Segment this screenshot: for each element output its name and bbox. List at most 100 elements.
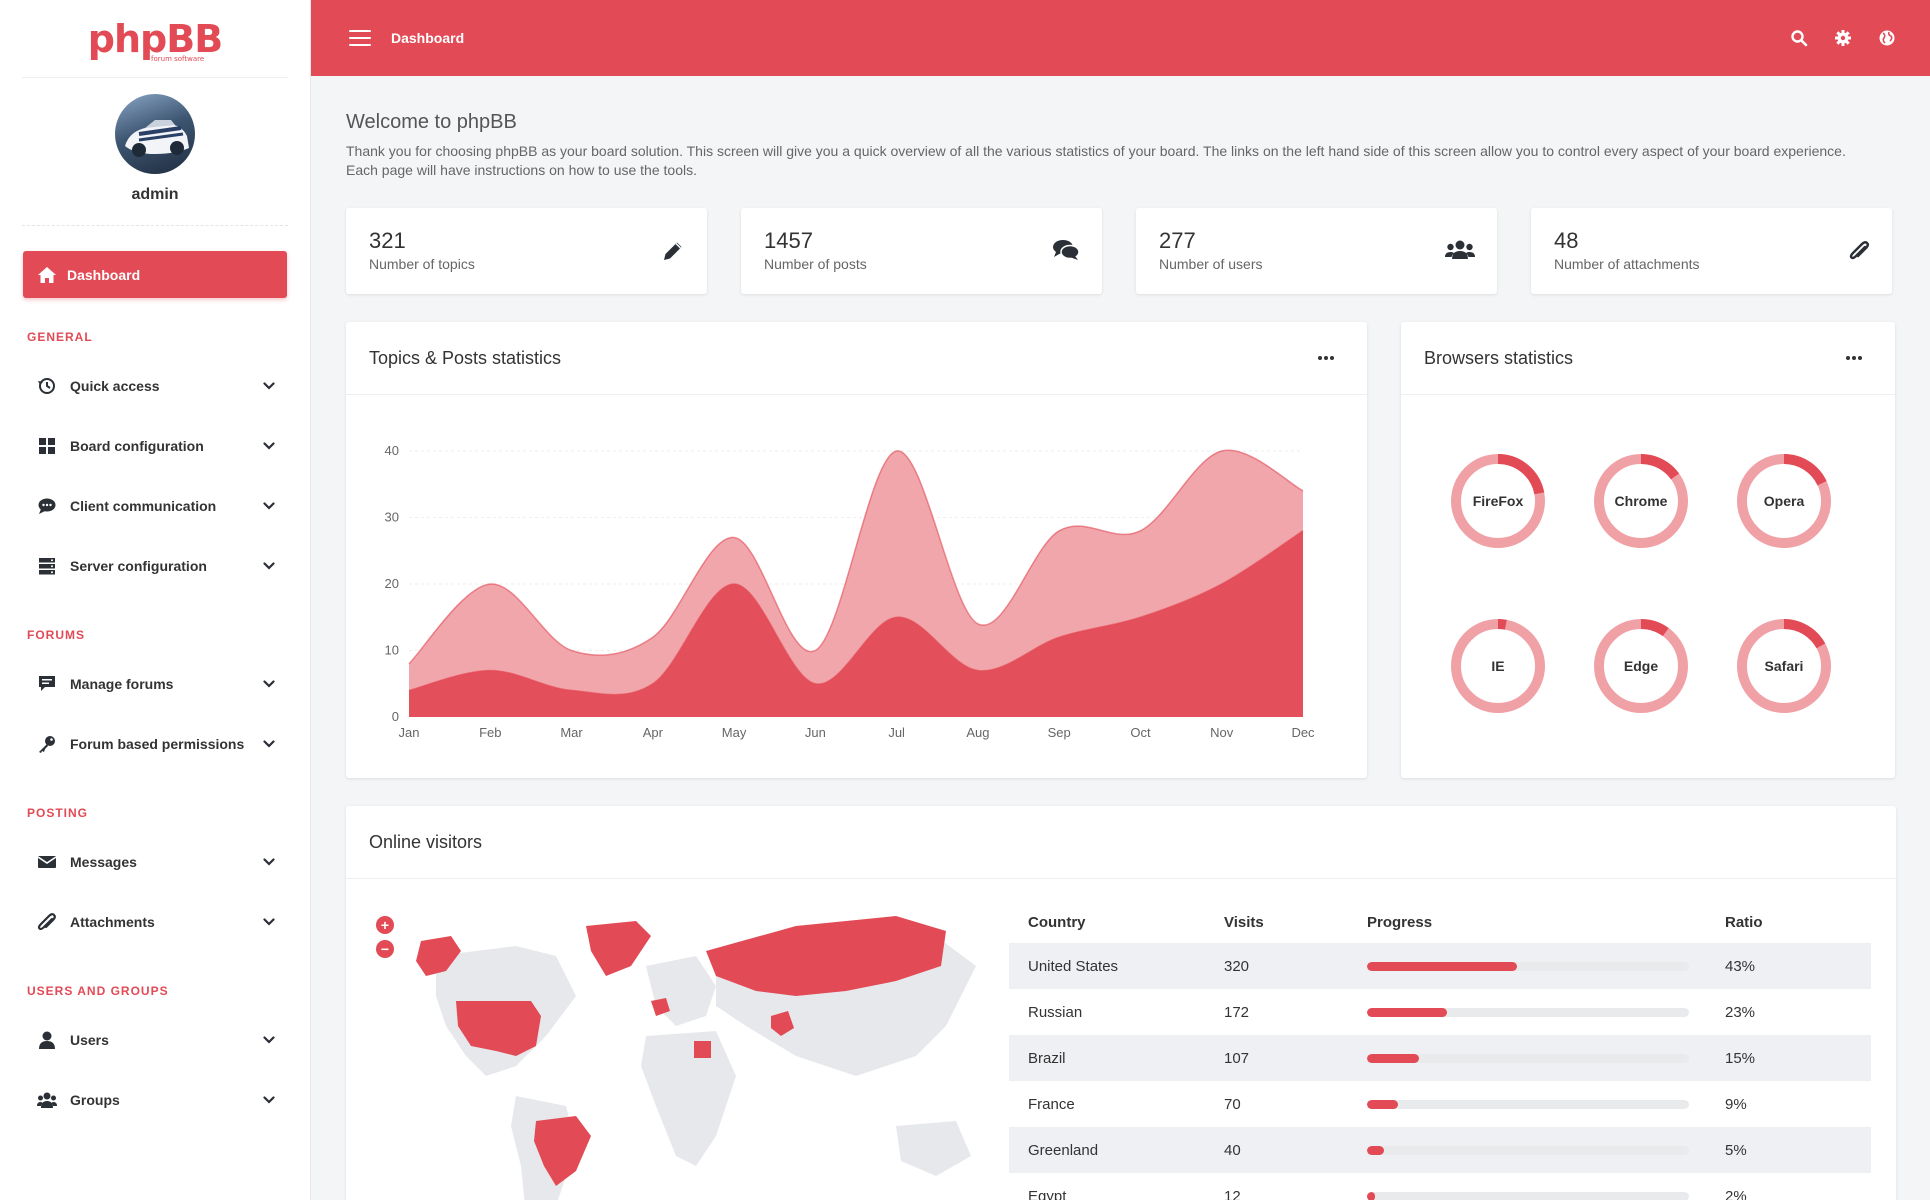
sidebar-item-users[interactable]: Users: [23, 1010, 287, 1070]
country-cell: Brazil: [1028, 1049, 1066, 1067]
world-map-svg: [416, 916, 976, 1200]
zoom-in-button[interactable]: +: [376, 916, 394, 934]
stat-label: Number of attachments: [1554, 256, 1700, 272]
search-icon[interactable]: [1790, 29, 1808, 47]
topbar: Dashboard: [311, 0, 1930, 76]
profile: admin: [22, 78, 288, 226]
country-cell: United States: [1028, 957, 1119, 975]
progress-bar: [1367, 961, 1689, 971]
more-options-icon[interactable]: [1846, 356, 1862, 360]
sidebar-item-dashboard[interactable]: Dashboard: [23, 251, 287, 298]
stat-card-posts[interactable]: 1457 Number of posts: [741, 208, 1102, 294]
table-row[interactable]: Brazil 107 15%: [1009, 1035, 1871, 1081]
sidebar-item-label: Quick access: [70, 378, 160, 394]
sidebar-item-messages[interactable]: Messages: [23, 832, 287, 892]
progress-bar-fill: [1367, 1007, 1447, 1017]
chevron-down-icon: [263, 740, 275, 748]
browser-donut-edge[interactable]: Edge: [1591, 616, 1691, 716]
menu-toggle-icon[interactable]: [349, 30, 371, 46]
nav-section-title: FORUMS: [27, 628, 85, 642]
column-header[interactable]: Country: [1028, 913, 1086, 931]
stat-card-users[interactable]: 277 Number of users: [1136, 208, 1497, 294]
x-tick-label: Dec: [1291, 725, 1315, 740]
donut-chart: [1451, 454, 1545, 548]
table-body: United States 320 43% Russian 172 23% Brazil 10…: [1009, 943, 1871, 1200]
progress-cell: [1367, 1145, 1725, 1155]
sidebar-item-client-communication[interactable]: Client communication: [23, 476, 287, 536]
logo-text: phpBB forum software: [87, 16, 223, 63]
pencil-icon: [664, 242, 682, 260]
progress-cell: [1367, 1191, 1725, 1200]
donut-chart: [1594, 454, 1688, 548]
column-header[interactable]: Progress: [1367, 913, 1433, 931]
users-icon: [1445, 240, 1475, 259]
chat-icon: [37, 496, 57, 516]
donut-label: Opera: [1763, 493, 1805, 509]
browser-donut-safari[interactable]: Safari: [1734, 616, 1834, 716]
sidebar-item-forum-based-permissions[interactable]: Forum based permissions: [23, 714, 287, 774]
y-tick-label: 0: [392, 709, 399, 724]
country-russia: [706, 916, 946, 996]
chevron-down-icon: [263, 858, 275, 866]
world-map[interactable]: + −: [376, 906, 1016, 1200]
sidebar-item-groups[interactable]: Groups: [23, 1070, 287, 1130]
donut-label: IE: [1491, 658, 1505, 674]
users-icon: [37, 1090, 57, 1110]
visits-cell: 107: [1224, 1049, 1250, 1067]
logo-subtitle: forum software: [151, 54, 205, 63]
visits-cell: 12: [1224, 1187, 1241, 1200]
chevron-down-icon: [263, 680, 275, 688]
logo[interactable]: phpBB forum software: [22, 0, 288, 78]
visits-cell: 70: [1224, 1095, 1241, 1113]
sidebar-item-manage-forums[interactable]: Manage forums: [23, 654, 287, 714]
browser-donut-chrome[interactable]: Chrome: [1591, 451, 1691, 551]
avatar[interactable]: [115, 94, 195, 174]
more-options-icon[interactable]: [1318, 356, 1334, 360]
column-header[interactable]: Visits: [1224, 913, 1264, 931]
user-icon: [37, 1030, 57, 1050]
zoom-out-button[interactable]: −: [376, 940, 394, 958]
stat-value: 321: [369, 228, 406, 253]
sidebar-item-label: Forum based permissions: [70, 736, 245, 752]
x-tick-label: Oct: [1130, 725, 1151, 740]
globe-icon[interactable]: [1878, 29, 1896, 47]
country-greenland: [586, 921, 651, 976]
browser-donut-firefox[interactable]: FireFox: [1448, 451, 1548, 551]
gear-icon[interactable]: [1834, 29, 1852, 47]
country-united-states: [456, 1001, 541, 1056]
progress-cell: [1367, 1053, 1725, 1063]
column-header[interactable]: Ratio: [1725, 913, 1763, 931]
welcome-text: Thank you for choosing phpBB as your boa…: [346, 143, 1846, 178]
visitors-table: Country Visits Progress Ratio United Sta…: [1009, 901, 1871, 1200]
ratio-cell: 9%: [1725, 1095, 1747, 1113]
profile-name: admin: [131, 186, 179, 203]
stat-card-attachments[interactable]: 48 Number of attachments: [1531, 208, 1892, 294]
donut-label: Chrome: [1614, 493, 1668, 509]
sidebar-item-quick-access[interactable]: Quick access: [23, 356, 287, 416]
ratio-cell: 5%: [1725, 1141, 1747, 1159]
sidebar: phpBB forum software admin Dashboard GEN…: [0, 0, 311, 1200]
donut-chart: [1737, 454, 1831, 548]
donut-label: FireFox: [1472, 493, 1524, 509]
sidebar-item-board-configuration[interactable]: Board configuration: [23, 416, 287, 476]
server-icon: [37, 556, 57, 576]
browser-donut-opera[interactable]: Opera: [1734, 451, 1834, 551]
visits-cell: 40: [1224, 1141, 1241, 1159]
x-tick-label: Apr: [643, 725, 664, 740]
table-row[interactable]: France 70 9%: [1009, 1081, 1871, 1127]
stat-card-topics[interactable]: 321 Number of topics: [346, 208, 707, 294]
country-cell: Egypt: [1028, 1187, 1067, 1200]
sidebar-item-label: Client communication: [70, 498, 217, 514]
country-alaska: [416, 936, 461, 976]
ratio-cell: 23%: [1725, 1003, 1756, 1021]
progress-bar: [1367, 1191, 1689, 1200]
table-row[interactable]: Russian 172 23%: [1009, 989, 1871, 1035]
sidebar-item-attachments[interactable]: Attachments: [23, 892, 287, 952]
table-row[interactable]: Greenland 40 5%: [1009, 1127, 1871, 1173]
country-brazil: [534, 1116, 591, 1186]
x-tick-label: Jan: [399, 725, 420, 740]
table-row[interactable]: Egypt 12 2%: [1009, 1173, 1871, 1200]
sidebar-item-server-configuration[interactable]: Server configuration: [23, 536, 287, 596]
table-row[interactable]: United States 320 43%: [1009, 943, 1871, 989]
browser-donut-ie[interactable]: IE: [1448, 616, 1548, 716]
